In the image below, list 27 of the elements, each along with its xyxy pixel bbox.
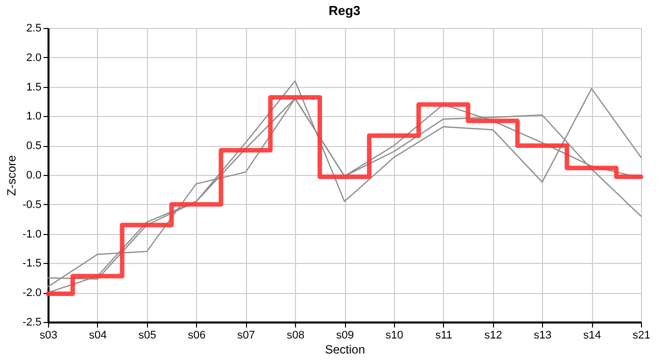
y-tick-label: 2.0 [26,52,42,64]
y-tick-label: 2.5 [26,22,42,34]
x-tick-label: s09 [336,330,354,342]
x-tick-label: s08 [286,330,304,342]
x-tick-label: s10 [386,330,404,342]
y-tick-label: 0.0 [26,170,42,182]
y-tick-label: 1.0 [26,110,42,123]
x-tick-label: s11 [435,330,452,342]
y-tick-label: -1.5 [22,258,42,270]
y-tick-label: 1.5 [26,81,42,94]
x-tick-label: s21 [632,330,650,342]
y-tick-label: -2.0 [22,287,42,300]
x-tick-label: s06 [188,330,206,342]
y-tick-label: -0.5 [22,198,42,211]
x-tick-label: s03 [40,330,58,342]
x-axis-title: Section [324,342,366,356]
y-axis-title: Z-score [4,154,19,196]
y-tick-label: -1.0 [22,228,42,240]
x-tick-label: s04 [89,330,107,342]
y-tick-label: 0.5 [26,140,42,152]
chart-title: Reg3 [328,3,360,18]
x-tick-label: s12 [484,330,502,342]
y-tick-label: -2.5 [22,316,42,328]
x-tick-label: s07 [237,330,256,342]
x-tick-label: s14 [583,330,601,342]
x-tick-label: s05 [138,330,156,342]
x-tick-label: s13 [534,330,552,342]
